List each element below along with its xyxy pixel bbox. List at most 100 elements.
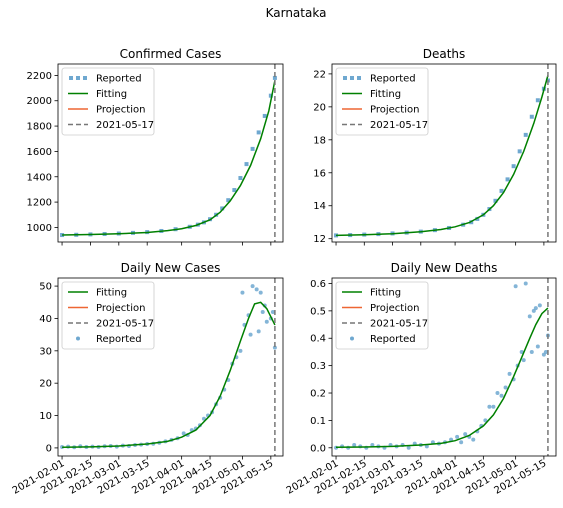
- reported-point: [527, 314, 532, 319]
- reported-point: [543, 349, 548, 354]
- reported-point: [491, 404, 496, 409]
- reported-point: [60, 233, 65, 238]
- reported-point: [531, 308, 536, 313]
- y-tick-label: 20: [39, 379, 52, 390]
- figure-title: Karnataka: [266, 6, 327, 20]
- legend-box: [335, 67, 429, 136]
- y-tick-label: 0.3: [310, 361, 326, 372]
- legend-label: Fitting: [370, 288, 401, 299]
- reported-point: [181, 431, 186, 436]
- reported-point: [226, 198, 231, 203]
- legend-marker: [83, 76, 87, 80]
- legend-label: 2021-05-17: [370, 120, 428, 131]
- reported-point: [471, 437, 476, 442]
- reported-point: [272, 75, 277, 80]
- y-tick-label: 0: [46, 443, 52, 454]
- y-tick-label: 0.4: [310, 334, 326, 345]
- legend-box: [61, 67, 155, 136]
- reported-point: [248, 332, 253, 337]
- reported-point: [519, 349, 524, 354]
- reported-point: [513, 284, 518, 289]
- legend: Fitting Projection 2021-05-17 Reported: [61, 281, 155, 350]
- y-tick-label: 1800: [27, 122, 52, 133]
- legend: Reported Fitting Projection 2021-05-17: [335, 67, 429, 136]
- axes-frame: [331, 63, 557, 243]
- chart-panel-3: Daily New Cases010203040502021-02-012021…: [11, 261, 284, 497]
- legend-label: Projection: [370, 105, 419, 116]
- reported-point: [232, 188, 237, 193]
- reported-point: [517, 149, 522, 154]
- y-tick-label: 50: [39, 282, 52, 293]
- legend-label: Reported: [370, 334, 416, 345]
- y-tick-label: 22: [313, 69, 326, 80]
- legend-box: [61, 281, 155, 350]
- reported-point: [487, 404, 492, 409]
- legend-label: Projection: [96, 105, 145, 116]
- y-tick-label: 0.1: [310, 416, 326, 427]
- reported-point: [535, 344, 540, 349]
- reported-point: [459, 440, 464, 445]
- fitting-line: [62, 80, 276, 236]
- axes-frame: [331, 277, 557, 457]
- reported-point: [272, 345, 277, 350]
- reported-point: [493, 198, 498, 203]
- legend-marker: [69, 76, 73, 80]
- reported-point: [238, 176, 243, 181]
- reported-point: [529, 349, 534, 354]
- fitting-line: [335, 75, 549, 237]
- chart-title: Daily New Deaths: [391, 261, 498, 275]
- reported-point: [256, 329, 261, 334]
- reported-point: [505, 177, 510, 182]
- chart-panel-4: Daily New Deaths 0.0 0.1 0.2 0.3 0.4 0.5 0.6 202…: [285, 261, 557, 497]
- reported-point: [463, 432, 468, 437]
- reported-point: [503, 385, 508, 390]
- y-tick-label: 2000: [27, 96, 52, 107]
- chart-title: Daily New Cases: [121, 261, 221, 275]
- y-tick-label: 10: [39, 411, 52, 422]
- reported-point: [244, 162, 249, 167]
- reported-point: [499, 393, 504, 398]
- legend-label: Fitting: [96, 288, 127, 299]
- reported-point: [495, 391, 500, 396]
- legend-box: [335, 281, 429, 350]
- y-tick-label: 20: [313, 102, 326, 113]
- reported-point: [254, 287, 259, 292]
- reported-point: [268, 93, 273, 98]
- y-tick-label: 1200: [27, 198, 52, 209]
- reported-point: [250, 284, 255, 289]
- legend-marker: [76, 76, 80, 80]
- reported-point: [250, 146, 255, 151]
- reported-point: [537, 303, 542, 308]
- legend-marker: [76, 336, 80, 341]
- legend-marker: [350, 76, 354, 80]
- y-tick-label: 30: [39, 346, 52, 357]
- reported-point: [238, 348, 243, 353]
- chart-panel-2: Deaths 12 14 16 18 20 22 Reported Fitting Project…: [313, 47, 557, 246]
- y-tick-label: 12: [313, 234, 326, 245]
- fitting-line: [62, 301, 276, 449]
- reported-point: [523, 132, 528, 137]
- chart-title: Confirmed Cases: [120, 47, 222, 61]
- reported-point: [370, 443, 375, 448]
- reported-point: [511, 164, 516, 169]
- reported-point: [258, 290, 263, 295]
- legend-label: Reported: [96, 334, 142, 345]
- y-tick-label: 16: [313, 168, 326, 179]
- y-tick-label: 1400: [27, 172, 52, 183]
- y-tick-label: 0.6: [310, 279, 326, 290]
- y-tick-label: 0.5: [310, 306, 326, 317]
- reported-point: [533, 306, 538, 311]
- y-tick-label: 1600: [27, 147, 52, 158]
- reported-point: [523, 281, 528, 286]
- y-tick-label: 40: [39, 314, 52, 325]
- legend: Reported Fitting Projection 2021-05-17: [61, 67, 155, 136]
- y-tick-label: 0.0: [310, 443, 326, 454]
- reported-point: [483, 418, 488, 423]
- legend-marker: [350, 336, 354, 341]
- reported-point: [270, 309, 275, 314]
- legend-label: 2021-05-17: [96, 319, 154, 330]
- reported-point: [262, 113, 267, 118]
- reported-point: [507, 371, 512, 376]
- legend: Fitting Projection 2021-05-17 Reported: [335, 281, 429, 350]
